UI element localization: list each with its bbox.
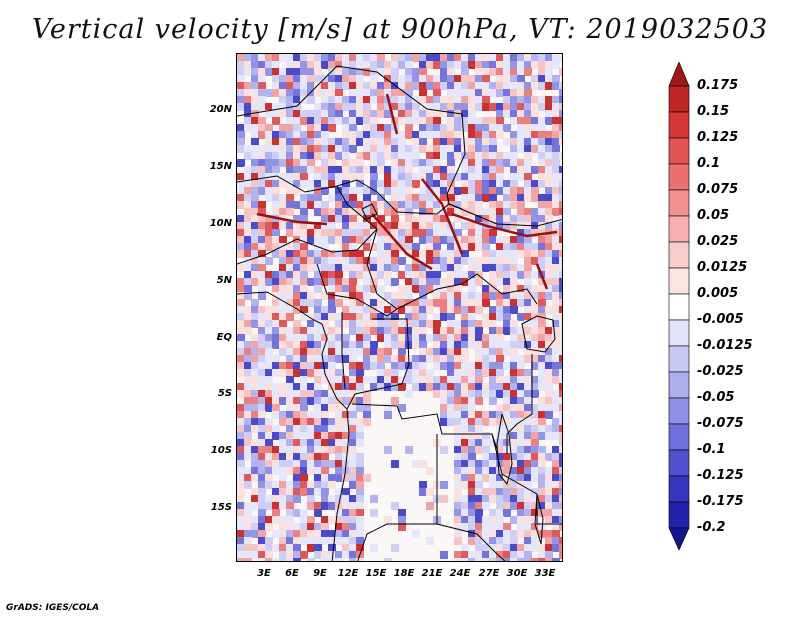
colorbar-segment: [668, 85, 690, 113]
country-border: [237, 175, 463, 215]
longitude-label: 3E: [257, 568, 271, 579]
grads-credit: GrADS: IGES/COLA: [6, 603, 100, 613]
colorbar-segment: [668, 371, 690, 399]
country-border: [237, 228, 378, 265]
country-border: [341, 312, 346, 390]
colorbar-label: 0.05: [697, 208, 730, 223]
latitude-label: 10S: [210, 445, 232, 456]
colorbar-label: 0.025: [697, 234, 739, 249]
colorbar-label: 0.15: [697, 104, 730, 119]
convergence-streak: [371, 213, 433, 271]
longitude-label: 9E: [313, 568, 327, 579]
longitude-label: 12E: [337, 568, 359, 579]
colorbar-segment: [668, 319, 690, 347]
country-border: [346, 318, 410, 410]
colorbar-segment: [668, 163, 690, 191]
colorbar-label: 0.0125: [697, 260, 748, 275]
colorbar-segment: [668, 267, 690, 295]
colorbar-label: -0.025: [697, 364, 744, 379]
colorbar-segment: [668, 137, 690, 165]
colorbar-segment: [668, 62, 690, 87]
colorbar-segment: [668, 397, 690, 425]
colorbar-label: -0.175: [697, 494, 744, 509]
colorbar-segment: [668, 449, 690, 477]
colorbar-label: -0.1: [697, 442, 726, 457]
latitude-label: EQ: [216, 332, 232, 343]
colorbar-segment: [668, 527, 690, 551]
latitude-label: 5S: [217, 388, 232, 399]
convergence-streak: [256, 212, 328, 226]
lake-malawi: [534, 493, 544, 545]
colorbar-segment: [668, 475, 690, 503]
latitude-label: 10N: [209, 218, 232, 229]
longitude-label: 21E: [421, 568, 443, 579]
latitude-label: 15N: [209, 161, 232, 172]
country-border: [357, 434, 438, 561]
colorbar: [668, 62, 690, 551]
longitude-label: 30E: [506, 568, 528, 579]
country-border: [396, 273, 538, 310]
country-border: [506, 354, 533, 454]
colorbar-label: -0.005: [697, 312, 744, 327]
country-border: [336, 185, 398, 310]
colorbar-label: -0.0125: [697, 338, 753, 353]
colorbar-label: -0.2: [697, 520, 726, 535]
map-plot-area: [236, 53, 563, 562]
colorbar-segment: [668, 423, 690, 451]
colorbar-segment: [668, 111, 690, 139]
colorbar-segment: [668, 189, 690, 217]
colorbar-segment: [668, 293, 690, 321]
colorbar-label: 0.175: [697, 78, 739, 93]
latitude-label: 5N: [216, 275, 232, 286]
coastline: [237, 291, 350, 561]
country-border: [237, 65, 463, 117]
chart-title: Vertical velocity [m/s] at 900hPa, VT: 2…: [31, 14, 769, 45]
latitude-label: 20N: [209, 104, 232, 115]
longitude-label: 33E: [534, 568, 556, 579]
vertical-velocity-field: [237, 54, 562, 561]
longitude-label: 24E: [449, 568, 471, 579]
colorbar-segment: [668, 501, 690, 529]
lake-tanganyika: [496, 413, 513, 486]
colorbar-label: -0.125: [697, 468, 744, 483]
country-border: [316, 263, 398, 317]
colorbar-label: 0.005: [697, 286, 739, 301]
lake-chad: [361, 203, 378, 220]
colorbar-segment: [668, 215, 690, 243]
convergence-streak: [421, 178, 464, 255]
colorbar-label: -0.05: [697, 390, 735, 405]
colorbar-segment: [668, 345, 690, 373]
longitude-label: 18E: [393, 568, 415, 579]
convergence-streak: [535, 263, 549, 290]
colorbar-label: -0.075: [697, 416, 744, 431]
longitude-label: 15E: [365, 568, 387, 579]
convergence-streak: [385, 93, 399, 135]
colorbar-label: 0.125: [697, 130, 739, 145]
country-border: [448, 203, 562, 227]
longitude-label: 6E: [285, 568, 299, 579]
lake-victoria: [521, 315, 556, 353]
longitude-label: 27E: [478, 568, 500, 579]
country-border: [446, 113, 466, 205]
colorbar-segment: [668, 241, 690, 269]
country-border: [436, 523, 506, 561]
latitude-label: 15S: [210, 502, 232, 513]
colorbar-label: 0.1: [697, 156, 721, 171]
convergence-streak: [451, 212, 558, 238]
colorbar-label: 0.075: [697, 182, 739, 197]
